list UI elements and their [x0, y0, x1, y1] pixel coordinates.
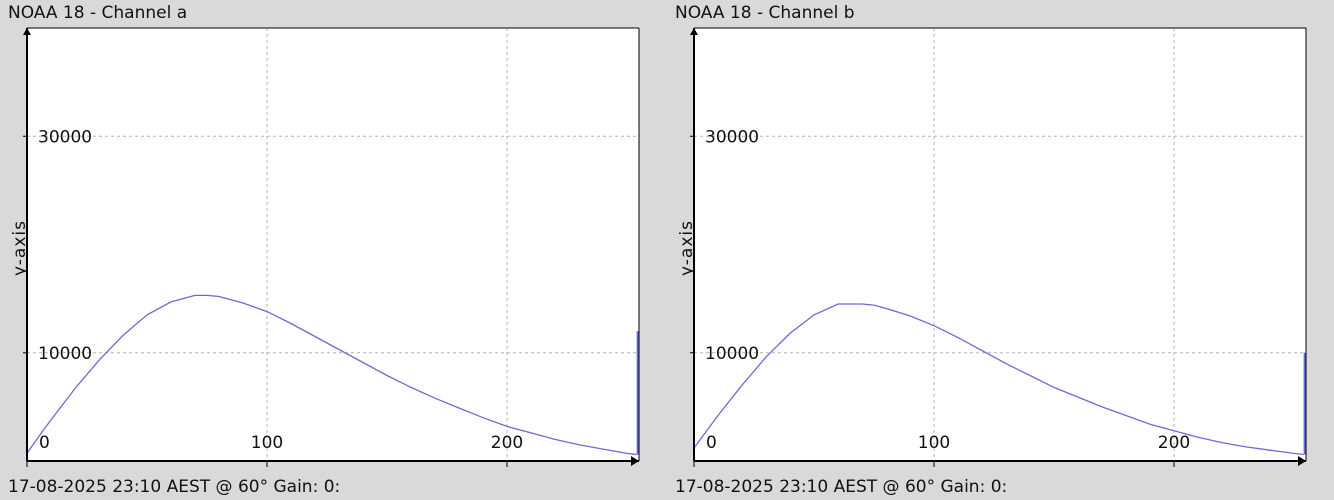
y-tick-label: 10000 [705, 344, 759, 364]
data-series-line [26, 294, 637, 456]
y-axis-arrow [23, 28, 31, 35]
x-tick-label: 0 [39, 433, 50, 453]
chart-title: NOAA 18 - Channel b [675, 3, 855, 23]
chart-panel-b: NOAA 18 - Channel b y-axis 0 100 200 10000 3… [667, 0, 1334, 500]
chart-title: NOAA 18 - Channel a [8, 3, 188, 23]
chart-panel-a: NOAA 18 - Channel a y-axis 0 100 200 10000 3… [8, 3, 640, 497]
x-tick-label: 100 [251, 433, 283, 453]
chart-footer: 17-08-2025 23:10 AEST @ 60° Gain: 0: [675, 477, 1008, 497]
x-axis-arrow [631, 456, 639, 466]
x-tick-label: 100 [918, 433, 950, 453]
x-axis-arrow [1298, 456, 1306, 466]
x-tick-label: 200 [1158, 433, 1190, 453]
chart-plot-a: 0 100 200 10000 30000 [23, 27, 640, 467]
y-axis-arrow [690, 28, 698, 35]
y-tick-label: 30000 [705, 127, 759, 147]
plot-area [694, 28, 1306, 461]
x-tick-label: 200 [491, 433, 523, 453]
x-tick-label: 0 [706, 433, 717, 453]
y-tick-label: 30000 [38, 127, 92, 147]
chart-footer: 17-08-2025 23:10 AEST @ 60° Gain: 0: [8, 477, 341, 497]
y-tick-label: 10000 [38, 344, 92, 364]
data-series-line [693, 303, 1304, 456]
chart-plot-b: 0 100 200 10000 30000 [690, 27, 1307, 467]
plot-area [27, 28, 639, 461]
